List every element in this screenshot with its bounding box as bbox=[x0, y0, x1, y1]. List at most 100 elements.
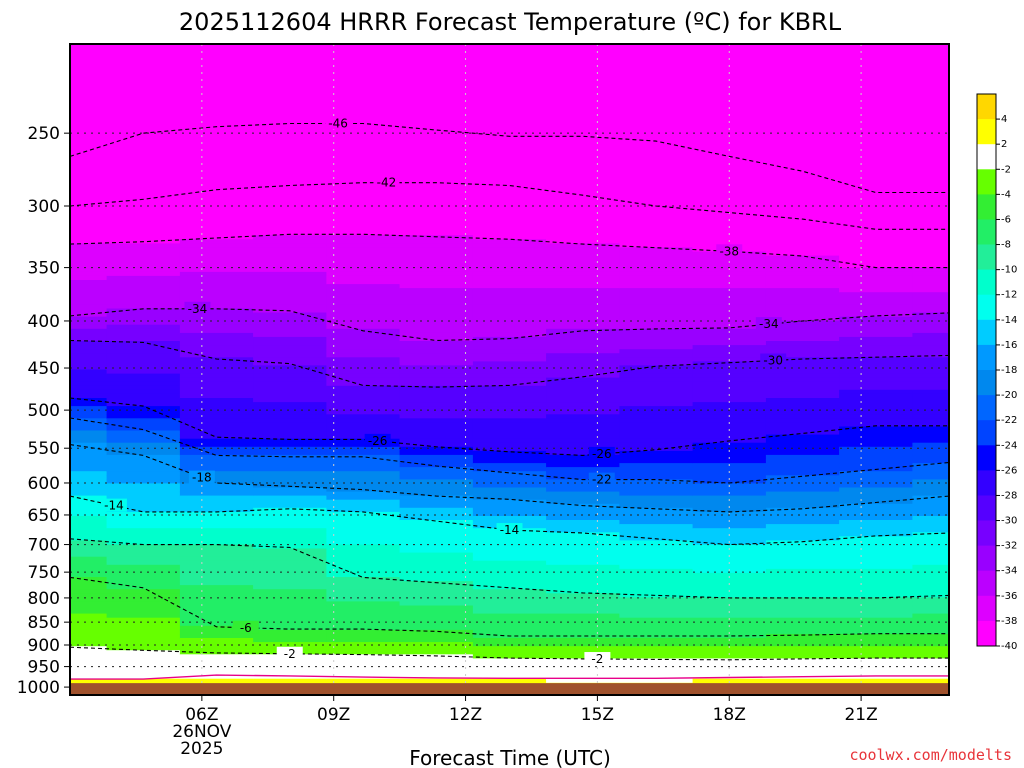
fill-cell bbox=[546, 288, 621, 293]
isotherm-label-bg bbox=[364, 433, 391, 447]
fill-cell bbox=[619, 357, 694, 362]
fill-cell bbox=[619, 247, 694, 253]
fill-cell bbox=[546, 296, 621, 301]
fill-cell bbox=[619, 373, 694, 379]
fill-cell bbox=[765, 495, 841, 501]
fill-cell bbox=[546, 621, 621, 627]
fill-cell bbox=[765, 532, 841, 537]
fill-cell bbox=[399, 560, 474, 566]
fill-cell bbox=[765, 459, 841, 464]
fill-cell bbox=[399, 145, 474, 151]
fill-cell bbox=[399, 153, 474, 159]
fill-cell bbox=[106, 450, 181, 456]
fill-cell bbox=[326, 157, 401, 163]
fill-cell bbox=[399, 182, 474, 187]
fill-cell bbox=[179, 292, 255, 297]
fill-cell bbox=[179, 251, 255, 257]
fill-cell bbox=[765, 568, 841, 574]
fill-cell bbox=[839, 60, 914, 65]
fill-cell bbox=[106, 235, 181, 240]
fill-cell bbox=[619, 629, 694, 635]
fill-cell bbox=[839, 308, 914, 314]
freezing-line bbox=[70, 674, 949, 680]
fill-cell bbox=[912, 353, 949, 358]
fill-cell bbox=[179, 353, 255, 358]
fill-cell bbox=[472, 214, 548, 220]
fill-cell bbox=[253, 157, 328, 163]
fill-cell bbox=[472, 552, 548, 558]
fill-cell bbox=[399, 454, 474, 460]
fill-cell bbox=[326, 345, 401, 350]
fill-cell bbox=[106, 511, 181, 517]
fill-cell bbox=[106, 105, 181, 110]
fill-cell bbox=[839, 145, 914, 151]
fill-cell bbox=[546, 556, 621, 562]
fill-cell bbox=[692, 654, 767, 659]
fill-cell bbox=[839, 267, 914, 273]
fill-cell bbox=[70, 308, 108, 314]
fill-cell bbox=[765, 336, 841, 342]
fill-cell bbox=[253, 393, 328, 399]
fill-cell bbox=[472, 72, 548, 78]
fill-cell bbox=[692, 271, 767, 277]
fill-cell bbox=[546, 271, 621, 277]
fill-cell bbox=[472, 609, 548, 615]
fill-cell bbox=[546, 259, 621, 265]
credit-link[interactable]: coolwx.com/modelts bbox=[849, 746, 1012, 764]
fill-cell bbox=[839, 414, 914, 419]
fill-cell bbox=[765, 271, 841, 277]
fill-cell bbox=[253, 44, 328, 49]
fill-cell bbox=[70, 162, 108, 167]
fill-cell bbox=[692, 149, 767, 155]
fill-cell bbox=[70, 406, 108, 411]
isotherm-42 bbox=[70, 182, 949, 230]
fill-cell bbox=[912, 434, 949, 440]
x-tick-label: 21Z bbox=[844, 705, 877, 725]
fill-cell bbox=[326, 332, 401, 338]
fill-cell bbox=[253, 658, 328, 664]
fill-cell bbox=[546, 601, 621, 607]
fill-cell bbox=[619, 336, 694, 342]
fill-cell bbox=[106, 117, 181, 122]
fill-cell bbox=[472, 92, 548, 98]
fill-cell bbox=[619, 44, 694, 49]
fill-cell bbox=[546, 202, 621, 208]
fill-cell bbox=[692, 300, 767, 305]
isotherm-label-22: -22 bbox=[592, 473, 612, 487]
fill-cell bbox=[70, 459, 108, 464]
fill-cell bbox=[106, 92, 181, 98]
fill-cell bbox=[619, 328, 694, 334]
colorbar-swatch bbox=[977, 94, 996, 120]
fill-cell bbox=[253, 678, 328, 684]
fill-cell bbox=[179, 308, 255, 314]
colorbar-label: -38 bbox=[1001, 616, 1017, 627]
fill-cell bbox=[765, 239, 841, 244]
fill-cell bbox=[106, 605, 181, 611]
fill-cell bbox=[912, 654, 949, 659]
fill-cell bbox=[619, 263, 694, 269]
fill-cell bbox=[839, 336, 914, 342]
fill-cell bbox=[399, 568, 474, 574]
fill-cell bbox=[326, 650, 401, 655]
fill-cell bbox=[765, 117, 841, 122]
fill-cell bbox=[399, 235, 474, 240]
fill-cell bbox=[399, 328, 474, 334]
fill-cell bbox=[472, 280, 548, 285]
fill-cell bbox=[912, 80, 949, 86]
fill-cell bbox=[70, 206, 108, 212]
fill-cell bbox=[106, 141, 181, 147]
fill-cell bbox=[253, 284, 328, 289]
fill-cell bbox=[70, 589, 108, 594]
fill-cell bbox=[472, 121, 548, 126]
fill-cell bbox=[765, 60, 841, 65]
fill-cell bbox=[839, 44, 914, 49]
fill-cell bbox=[70, 393, 108, 399]
fill-cell bbox=[70, 202, 108, 208]
fill-cell bbox=[546, 629, 621, 635]
colorbar-label: -8 bbox=[1001, 240, 1011, 251]
fill-cell bbox=[326, 621, 401, 627]
fill-cell bbox=[179, 654, 255, 659]
fill-cell bbox=[253, 507, 328, 513]
fill-cell bbox=[70, 402, 108, 407]
fill-cell bbox=[253, 410, 328, 415]
